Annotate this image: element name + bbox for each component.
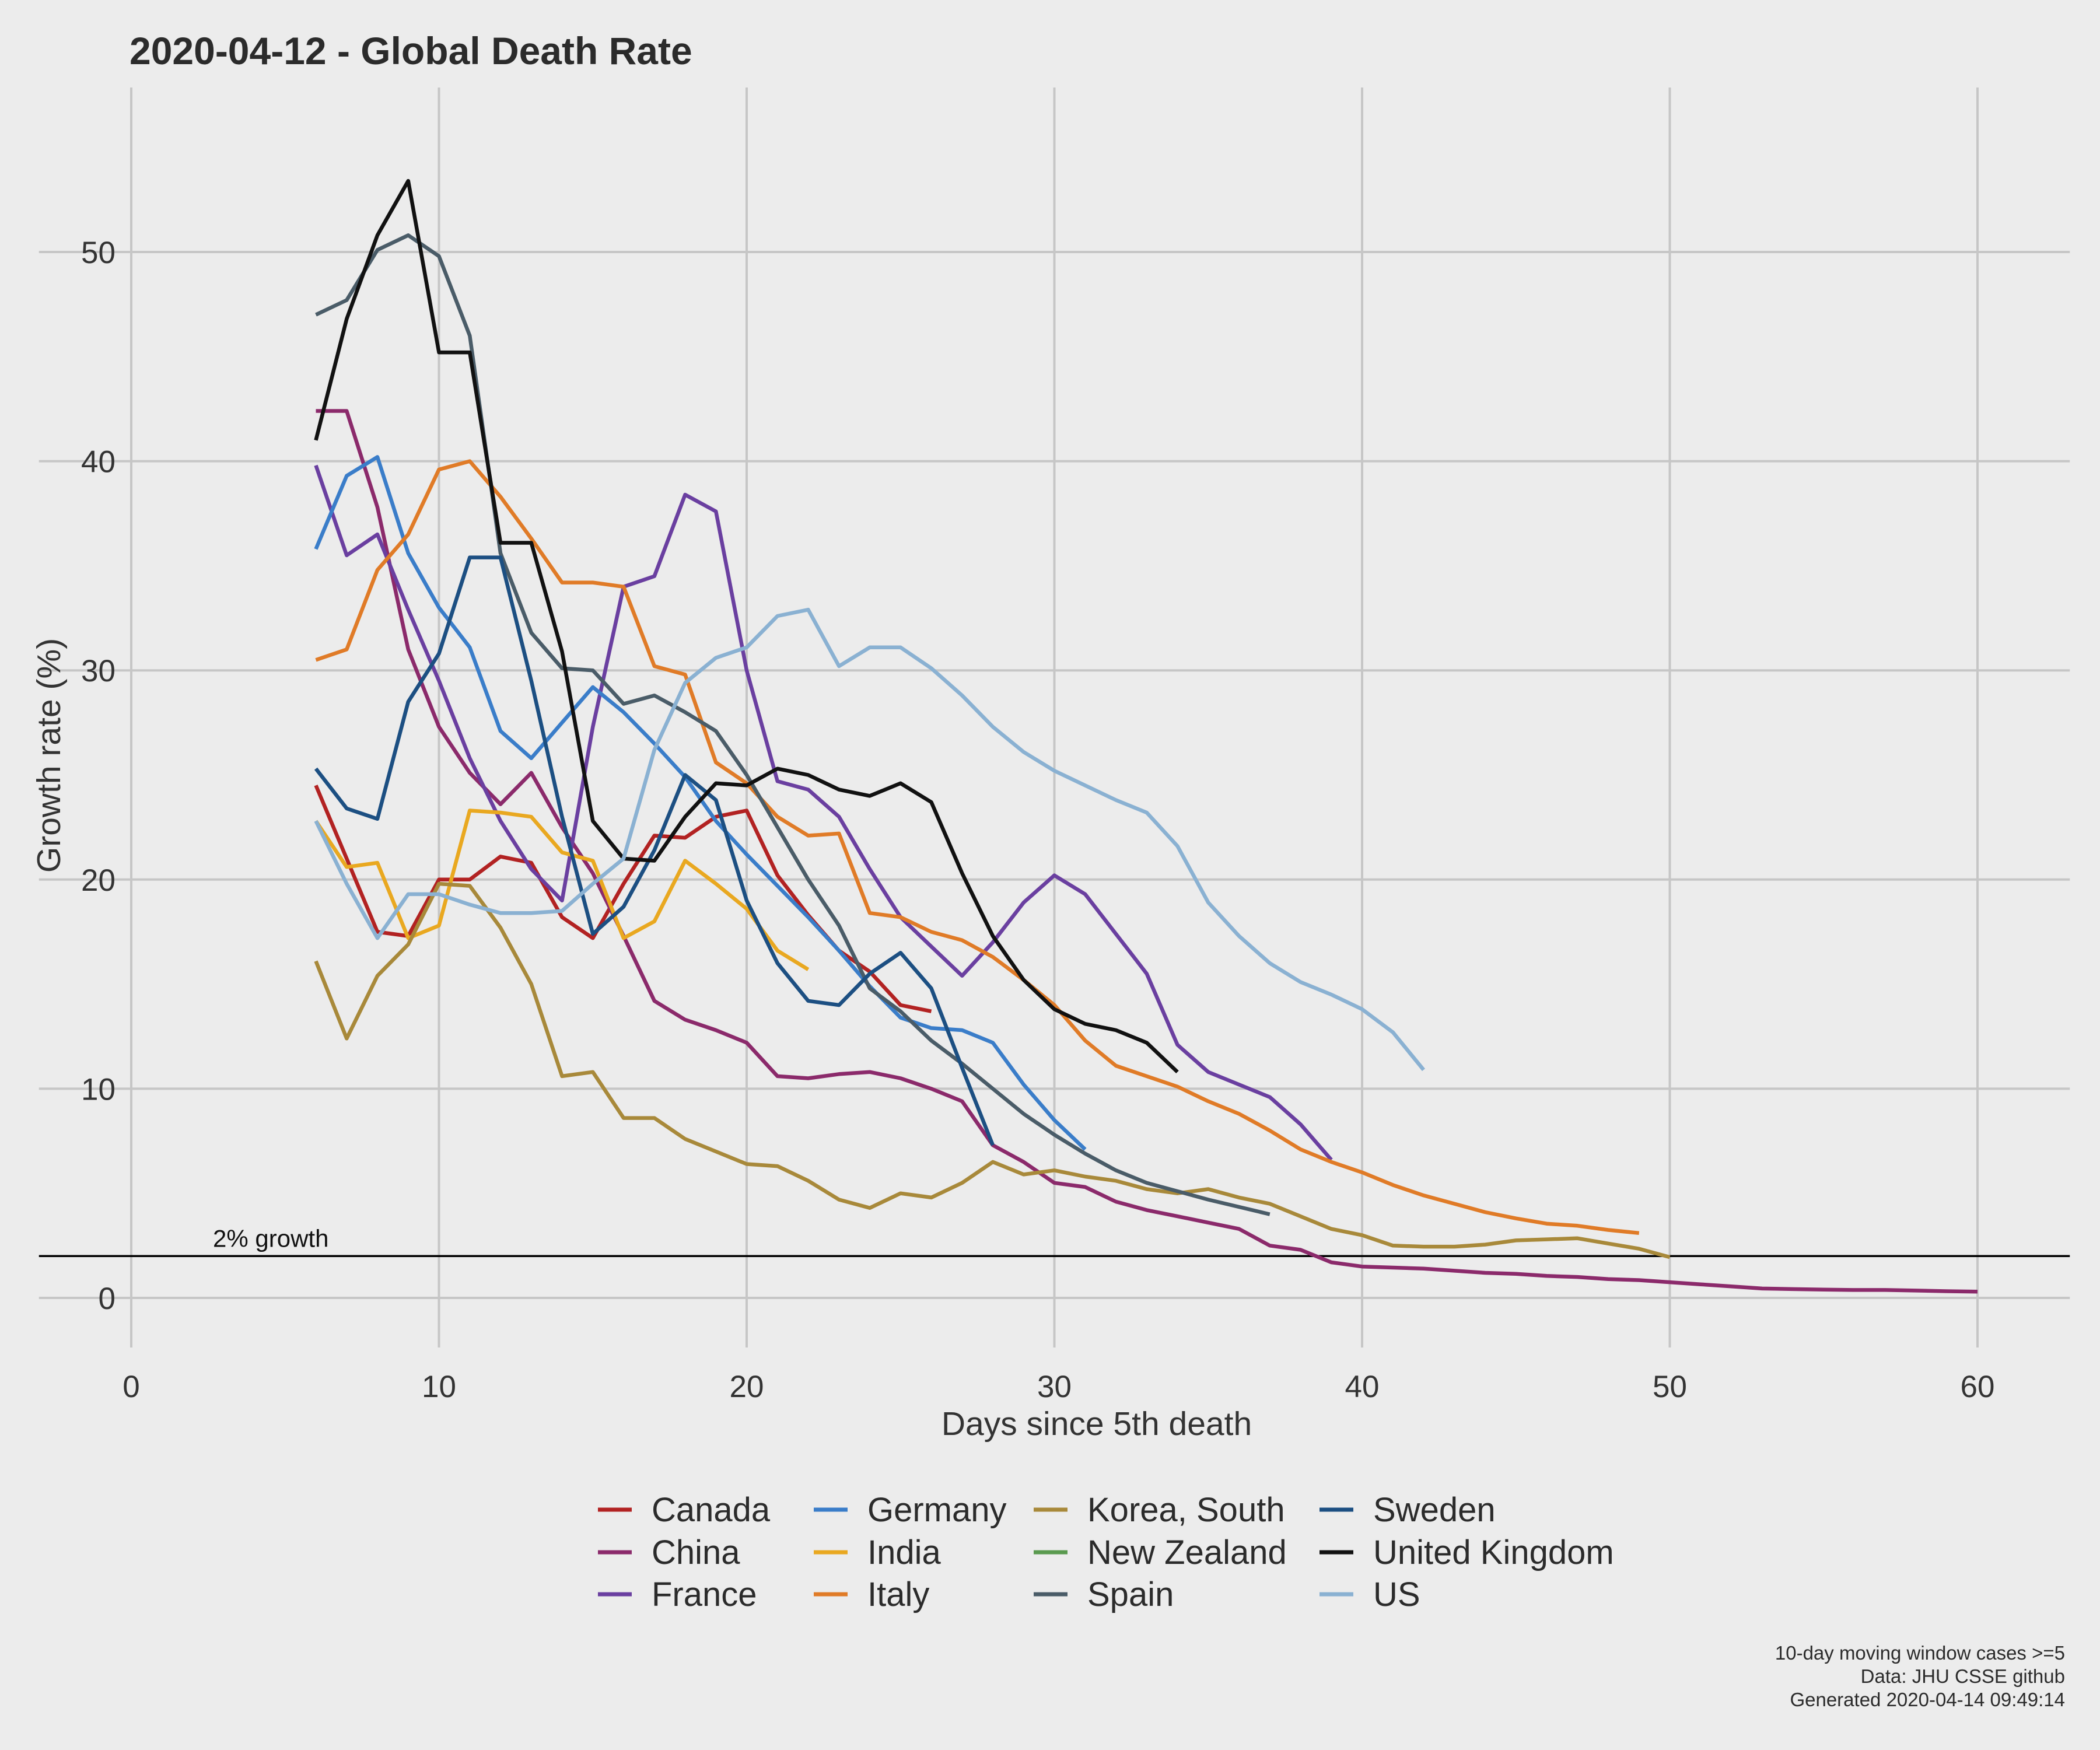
series-line-korea-south: [314, 881, 1671, 1259]
caption-line: Data: JHU CSSE github: [1861, 1665, 2065, 1687]
x-tick-label: 60: [1961, 1370, 1995, 1404]
series-line-france: [314, 464, 1333, 1161]
legend-label: China: [652, 1534, 740, 1572]
legend-label: New Zealand: [1087, 1534, 1287, 1572]
legend: Canada China France Germany India Italy Korea,…: [598, 1491, 1614, 1614]
y-tick-label: 10: [81, 1072, 116, 1107]
legend-label: Spain: [1087, 1576, 1174, 1614]
x-tick-label: 40: [1345, 1370, 1380, 1404]
legend-label: India: [867, 1534, 942, 1572]
series-line-united-kingdom: [314, 178, 1179, 1074]
two-percent-growth-label: 2% growth: [213, 1224, 328, 1252]
series-line-italy: [315, 459, 1640, 1236]
x-axis-label: Days since 5th death: [942, 1405, 1252, 1443]
y-tick-label: 30: [81, 654, 116, 688]
legend-label: Canada: [652, 1491, 771, 1529]
axis-ticks: 0 10 20 30 40 50 60 0 10 20 30 40 50: [81, 236, 1994, 1404]
x-tick-label: 10: [422, 1370, 456, 1404]
y-tick-label: 0: [99, 1282, 116, 1316]
chart-title: 2020-04-12 - Global Death Rate: [130, 29, 692, 72]
x-tick-label: 0: [123, 1370, 139, 1404]
series-line-india: [314, 808, 810, 971]
legend-label: Italy: [867, 1576, 929, 1614]
y-tick-label: 40: [81, 445, 116, 480]
series-lines: [314, 178, 1978, 1294]
x-tick-label: 50: [1653, 1370, 1687, 1404]
series-line-spain: [315, 233, 1270, 1216]
legend-label: United Kingdom: [1373, 1534, 1614, 1572]
y-tick-label: 50: [81, 236, 116, 270]
legend-label: Korea, South: [1087, 1491, 1285, 1529]
y-tick-label: 20: [81, 863, 116, 898]
legend-label: US: [1373, 1576, 1420, 1614]
series-line-sweden: [314, 555, 995, 1146]
legend-label: Germany: [867, 1491, 1007, 1529]
x-tick-label: 30: [1037, 1370, 1072, 1404]
y-axis-label: Growth rate (%): [30, 638, 68, 873]
legend-label: Sweden: [1373, 1491, 1496, 1529]
series-line-china: [316, 409, 1978, 1294]
legend-label: France: [652, 1576, 757, 1614]
reference-line-group: 2% growth: [38, 1224, 2070, 1258]
caption-line: 10-day moving window cases >=5: [1775, 1642, 2065, 1664]
caption-line: Generated 2020-04-14 09:49:14: [1790, 1689, 2065, 1710]
series-line-us: [314, 607, 1426, 1072]
x-tick-label: 20: [730, 1370, 764, 1404]
